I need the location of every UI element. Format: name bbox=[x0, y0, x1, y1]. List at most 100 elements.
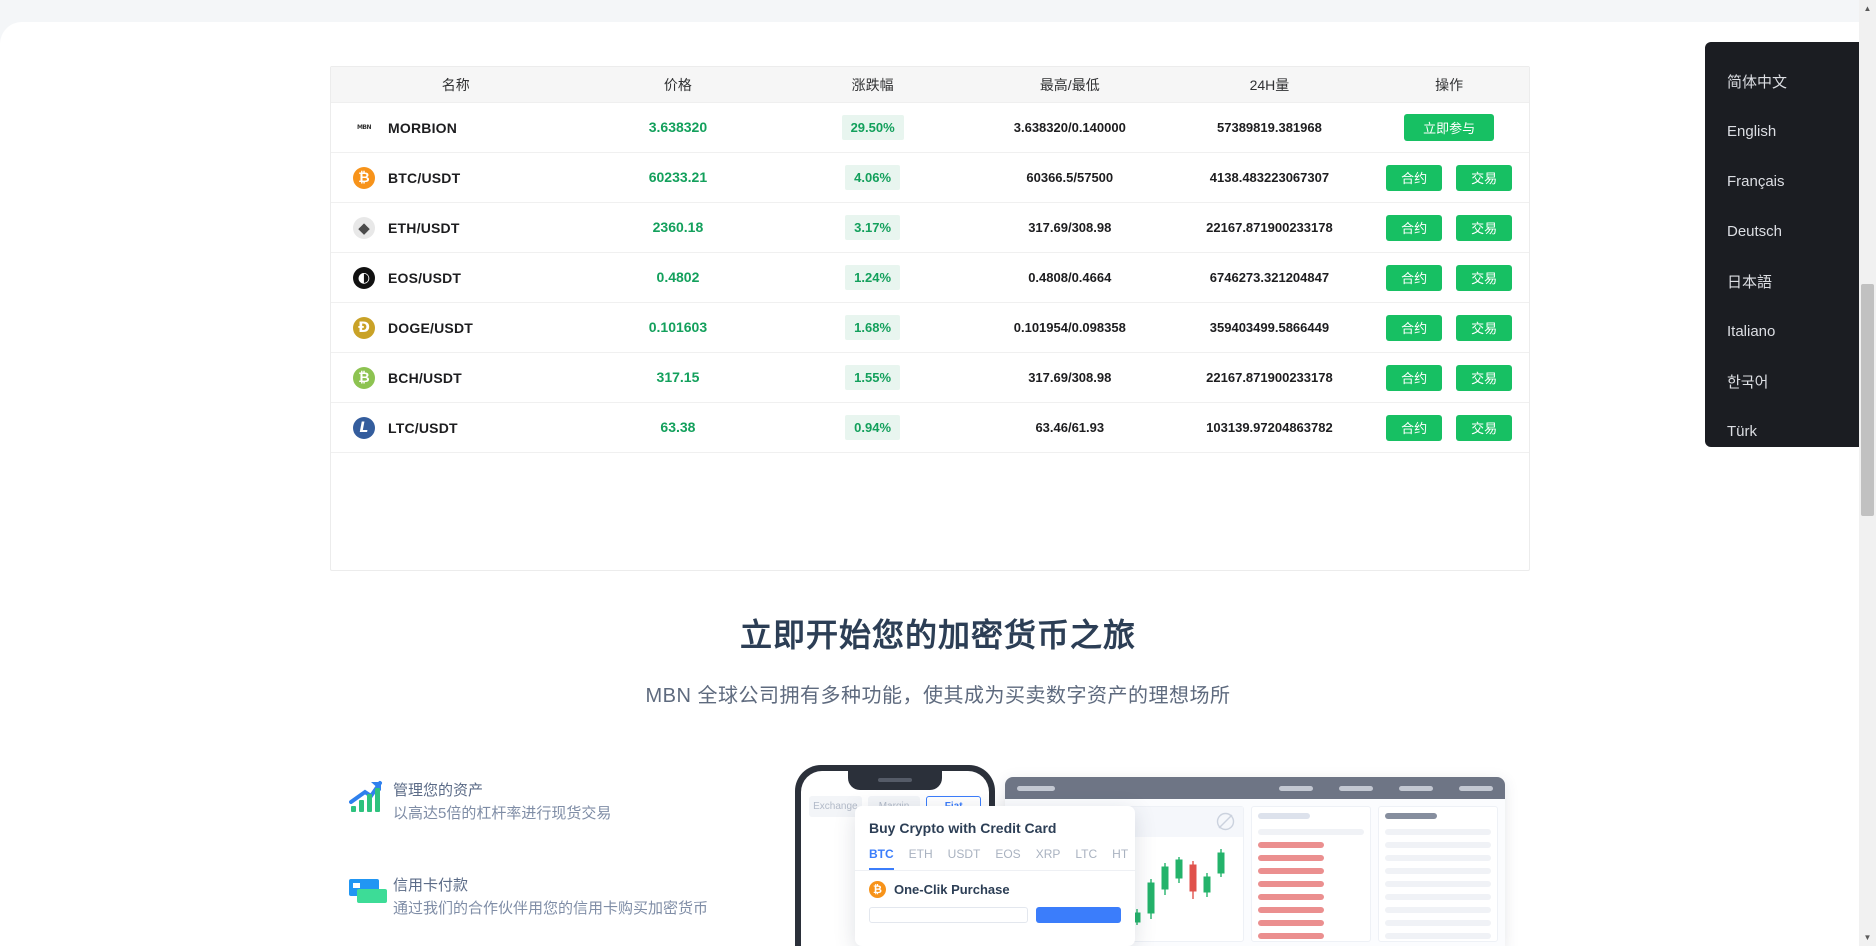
morbion-coin-icon: MBN bbox=[356, 124, 372, 131]
market-table-card: 名称 价格 涨跌幅 最高/最低 24H量 操作 MBN MORBION 3.63… bbox=[330, 66, 1530, 571]
participate-now-button[interactable]: 立即参与 bbox=[1404, 114, 1495, 141]
header-name: 名称 bbox=[441, 76, 470, 93]
scroll-up-arrow-icon[interactable]: ▲ bbox=[1863, 4, 1872, 13]
feature-item-manage-assets: 管理您的资产 以高达5倍的杠杆率进行现货交易 bbox=[345, 780, 765, 825]
tab-ht[interactable]: HT bbox=[1112, 847, 1129, 861]
volume-value: 4138.483223067307 bbox=[1209, 169, 1330, 185]
lang-item-simplified-chinese[interactable]: 简体中文 bbox=[1727, 73, 1788, 91]
trade-button[interactable]: 交易 bbox=[1456, 414, 1513, 441]
scrollbar-thumb[interactable] bbox=[1861, 284, 1874, 516]
tab-exchange[interactable]: Exchange bbox=[809, 796, 862, 817]
header-price: 价格 bbox=[663, 76, 692, 93]
scroll-down-arrow-icon[interactable]: ▼ bbox=[1863, 933, 1872, 942]
tab-xrp[interactable]: XRP bbox=[1035, 847, 1061, 861]
contract-button[interactable]: 合约 bbox=[1386, 414, 1443, 441]
feature-desc: 通过我们的合作伙伴用您的信用卡购买加密货币 bbox=[393, 900, 709, 917]
trade-button[interactable]: 交易 bbox=[1456, 364, 1513, 391]
table-row[interactable]: ◆ ETH/USDT 2360.18 3.17% 317.69/308.98 2… bbox=[331, 203, 1529, 253]
price-value: 2360.18 bbox=[652, 218, 704, 235]
headline-section: 立即开始您的加密货币之旅 MBN 全球公司拥有多种功能，使其成为买卖数字资产的理… bbox=[0, 610, 1876, 708]
pair-cell: ₿ BTC/USDT bbox=[331, 166, 581, 189]
language-dropdown-menu: 简体中文 English Français Deutsch 日本語 Italia… bbox=[1705, 42, 1868, 447]
tab-usdt[interactable]: USDT bbox=[947, 847, 981, 861]
change-badge: 1.68% bbox=[845, 315, 901, 340]
top-band bbox=[0, 0, 1876, 24]
lang-item-turkish[interactable]: Türk bbox=[1727, 422, 1757, 440]
tab-btc[interactable]: BTC bbox=[869, 847, 894, 870]
trade-button[interactable]: 交易 bbox=[1456, 214, 1513, 241]
dogecoin-coin-icon: Ð bbox=[353, 316, 375, 339]
trade-button[interactable]: 交易 bbox=[1456, 264, 1513, 291]
lang-item-japanese[interactable]: 日本語 bbox=[1727, 273, 1773, 291]
high-low-value: 0.101954/0.098358 bbox=[1013, 319, 1126, 335]
table-row[interactable]: ₿ BTC/USDT 60233.21 4.06% 60366.5/57500 … bbox=[331, 153, 1529, 203]
high-low-value: 317.69/308.98 bbox=[1028, 219, 1112, 235]
table-row[interactable]: ₿ BCH/USDT 317.15 1.55% 317.69/308.98 22… bbox=[331, 353, 1529, 403]
change-badge: 4.06% bbox=[845, 165, 901, 190]
volume-value: 6746273.321204847 bbox=[1209, 269, 1330, 285]
table-row[interactable]: L LTC/USDT 63.38 0.94% 63.46/61.93 10313… bbox=[331, 403, 1529, 453]
price-value: 0.4802 bbox=[656, 268, 700, 285]
lang-item-german[interactable]: Deutsch bbox=[1727, 222, 1783, 240]
litecoin-coin-icon: L bbox=[353, 416, 375, 439]
orderbook-panel bbox=[1251, 806, 1371, 942]
contract-button[interactable]: 合约 bbox=[1386, 364, 1443, 391]
purchase-inputs bbox=[855, 898, 1135, 923]
header-high-low: 最高/最低 bbox=[1039, 76, 1100, 93]
ethereum-coin-icon: ◆ bbox=[353, 216, 375, 239]
trade-button[interactable]: 交易 bbox=[1456, 164, 1513, 191]
change-badge: 1.24% bbox=[845, 265, 901, 290]
trade-button[interactable]: 交易 bbox=[1456, 314, 1513, 341]
header-volume: 24H量 bbox=[1249, 76, 1290, 93]
pair-cell: MBN MORBION bbox=[331, 117, 581, 139]
page-subtitle: MBN 全球公司拥有多种功能，使其成为买卖数字资产的理想场所 bbox=[645, 685, 1231, 707]
lang-item-italian[interactable]: Italiano bbox=[1727, 322, 1776, 340]
change-badge: 29.50% bbox=[841, 115, 904, 140]
amount-input[interactable] bbox=[869, 907, 1028, 923]
buy-now-button[interactable] bbox=[1036, 907, 1121, 923]
bitcoin-coin-icon: ₿ bbox=[869, 881, 886, 898]
buy-card-tabs: BTC ETH USDT EOS XRP LTC HT bbox=[855, 836, 1135, 871]
price-value: 63.38 bbox=[660, 418, 696, 435]
change-badge: 1.55% bbox=[845, 365, 901, 390]
price-value: 317.15 bbox=[656, 368, 700, 385]
table-row[interactable]: ◐ EOS/USDT 0.4802 1.24% 0.4808/0.4664 67… bbox=[331, 253, 1529, 303]
credit-card-icon bbox=[345, 875, 387, 909]
change-badge: 3.17% bbox=[845, 215, 901, 240]
feature-item-credit-card: 信用卡付款 通过我们的合作伙伴用您的信用卡购买加密货币 bbox=[345, 875, 765, 920]
tab-eos[interactable]: EOS bbox=[995, 847, 1021, 861]
high-low-value: 63.46/61.93 bbox=[1035, 419, 1105, 435]
phone-notch bbox=[848, 771, 942, 790]
price-value: 60233.21 bbox=[648, 168, 708, 185]
bitcoin-coin-icon: ₿ bbox=[353, 166, 375, 189]
contract-button[interactable]: 合约 bbox=[1386, 264, 1443, 291]
pair-label: DOGE/USDT bbox=[388, 319, 474, 336]
page-scrollbar[interactable]: ▲ ▼ bbox=[1859, 0, 1876, 946]
contract-button[interactable]: 合约 bbox=[1386, 214, 1443, 241]
high-low-value: 60366.5/57500 bbox=[1026, 169, 1114, 185]
desktop-titlebar bbox=[1005, 777, 1505, 799]
volume-value: 22167.871900233178 bbox=[1206, 219, 1333, 235]
pair-label: BTC/USDT bbox=[388, 169, 461, 186]
tab-eth[interactable]: ETH bbox=[908, 847, 933, 861]
header-actions: 操作 bbox=[1435, 76, 1464, 93]
lang-item-english[interactable]: English bbox=[1727, 122, 1777, 140]
lang-item-french[interactable]: Français bbox=[1727, 172, 1785, 190]
feature-list: 管理您的资产 以高达5倍的杠杆率进行现货交易 信用卡付款 通过我们的合作伙伴用您… bbox=[345, 780, 765, 946]
no-chart-icon bbox=[1216, 812, 1235, 831]
volume-value: 103139.97204863782 bbox=[1206, 419, 1333, 435]
pair-cell: ◐ EOS/USDT bbox=[331, 266, 581, 289]
table-row[interactable]: Ð DOGE/USDT 0.101603 1.68% 0.101954/0.09… bbox=[331, 303, 1529, 353]
pair-label: EOS/USDT bbox=[388, 269, 462, 286]
contract-button[interactable]: 合约 bbox=[1386, 314, 1443, 341]
price-value: 0.101603 bbox=[648, 318, 708, 335]
pair-cell: ◆ ETH/USDT bbox=[331, 216, 581, 239]
tab-ltc[interactable]: LTC bbox=[1075, 847, 1098, 861]
contract-button[interactable]: 合约 bbox=[1386, 164, 1443, 191]
feature-title: 管理您的资产 bbox=[393, 782, 484, 799]
table-row[interactable]: MBN MORBION 3.638320 29.50% 3.638320/0.1… bbox=[331, 103, 1529, 153]
lang-item-korean[interactable]: 한국어 bbox=[1727, 373, 1769, 391]
high-low-value: 0.4808/0.4664 bbox=[1028, 269, 1112, 285]
volume-value: 359403499.5866449 bbox=[1209, 319, 1330, 335]
